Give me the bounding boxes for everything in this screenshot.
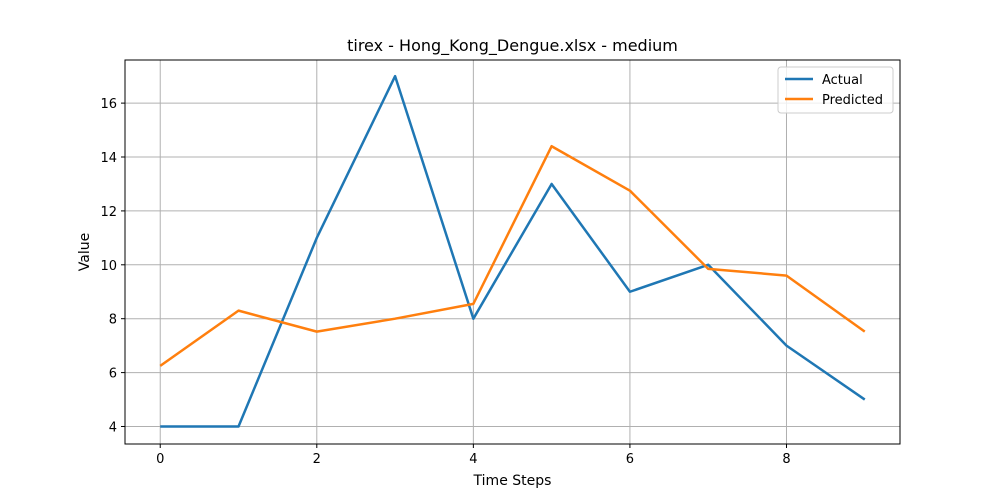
legend-label-actual: Actual: [822, 73, 863, 88]
y-tick-label: 16: [100, 97, 117, 112]
plot-area-frame: [124, 59, 901, 445]
legend-label-predicted: Predicted: [822, 93, 883, 108]
series-line-actual: [160, 74, 866, 428]
y-axis-label: Value: [77, 233, 93, 271]
y-tick-label: 8: [109, 313, 117, 328]
y-tick-label: 6: [109, 367, 117, 382]
x-tick-label: 8: [782, 452, 790, 467]
y-tick-label: 14: [100, 151, 117, 166]
chart-title: tirex - Hong_Kong_Dengue.xlsx - medium: [347, 36, 678, 56]
x-tick-label: 2: [313, 452, 321, 467]
series-line-predicted: [159, 144, 866, 367]
legend: Actual Predicted: [777, 66, 894, 114]
y-tick-label: 12: [100, 205, 117, 220]
axis-ticks: 0 2 4 6 8 4 6 8 10 12 14 16: [100, 97, 790, 467]
x-tick-label: 4: [469, 452, 477, 467]
y-tick-label: 4: [109, 420, 117, 435]
x-tick-label: 0: [156, 452, 164, 467]
x-tick-label: 6: [626, 452, 634, 467]
grid-lines: [125, 60, 900, 444]
x-axis-label: Time Steps: [473, 473, 552, 489]
series-lines: [159, 74, 866, 428]
y-tick-label: 10: [100, 259, 117, 274]
